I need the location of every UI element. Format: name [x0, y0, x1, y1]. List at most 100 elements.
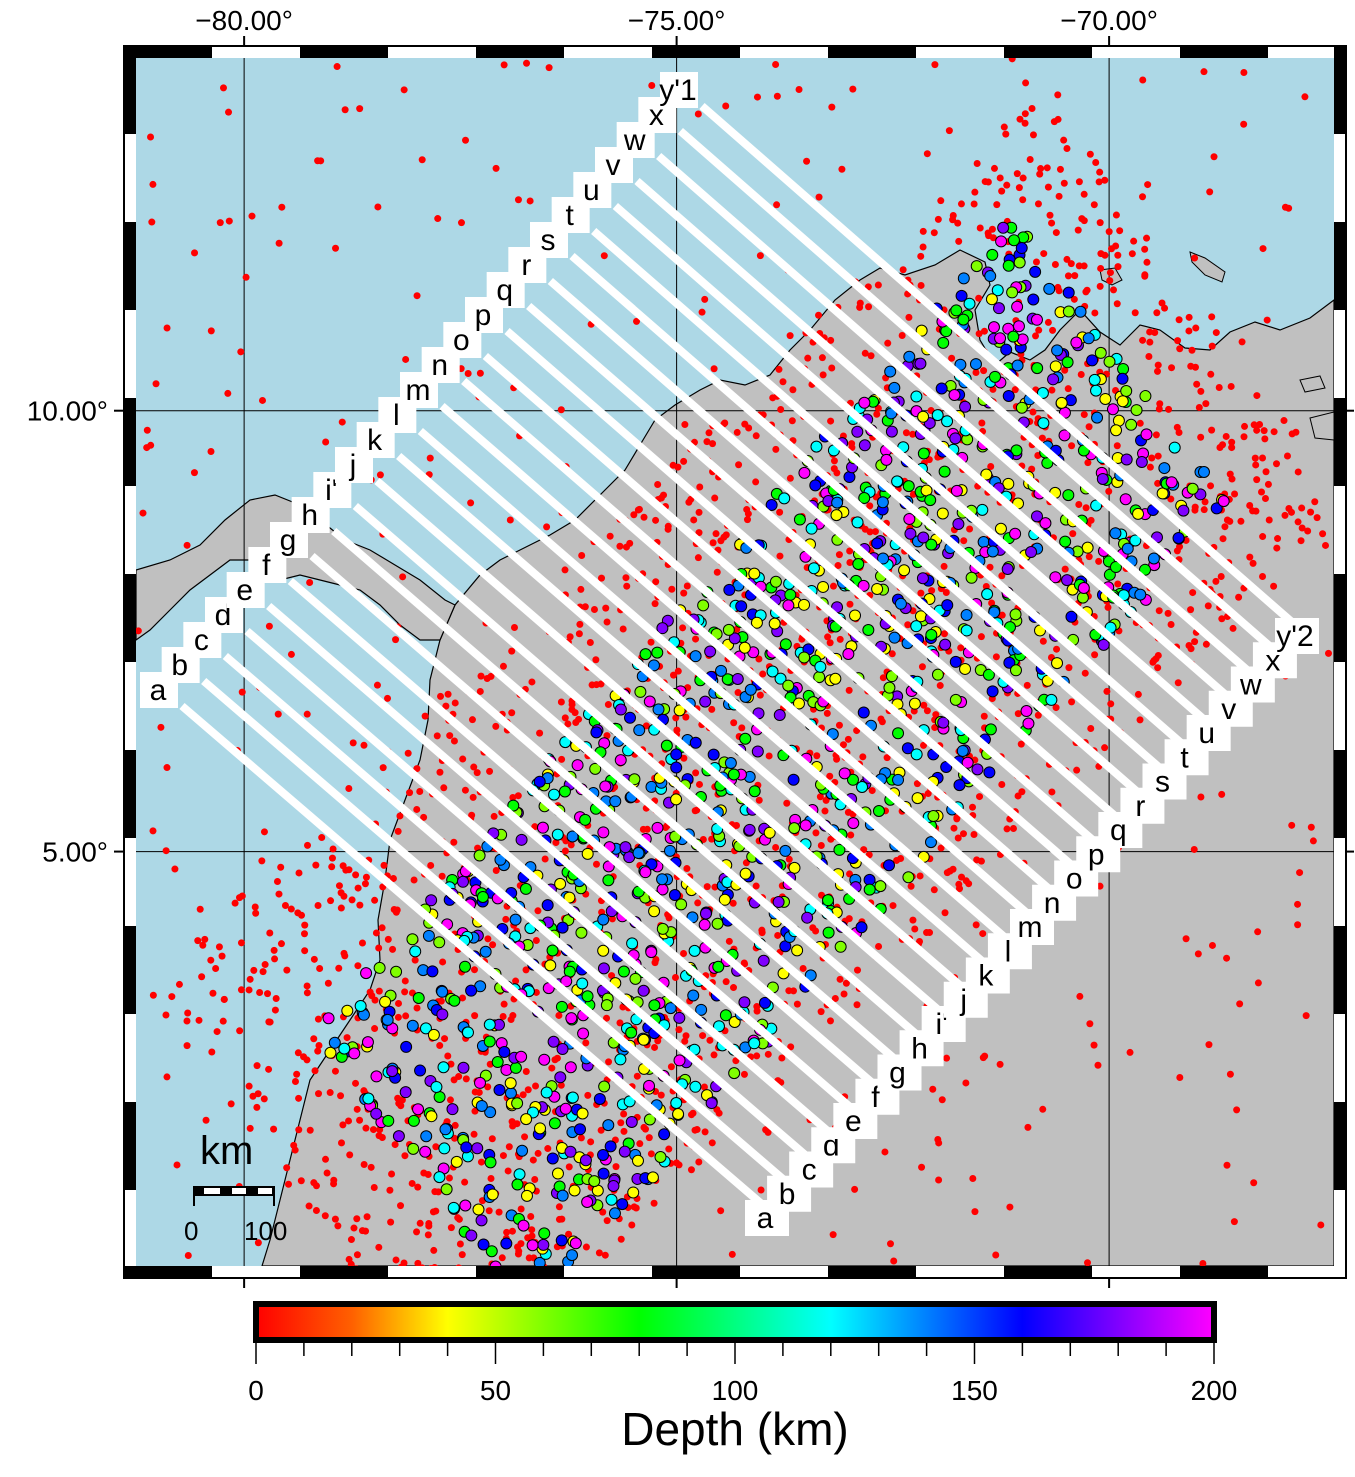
event-deep [724, 757, 737, 770]
event-deep [883, 681, 896, 694]
event-shallow [1218, 615, 1226, 623]
event-shallow [1280, 417, 1288, 425]
event-deep [425, 1110, 438, 1123]
event-deep [574, 1123, 587, 1136]
event-deep [959, 662, 972, 675]
event-shallow [1191, 638, 1199, 646]
event-shallow [503, 1228, 511, 1236]
event-shallow [1246, 553, 1254, 561]
event-deep [475, 1099, 488, 1112]
frame-block-bottom [828, 1266, 916, 1278]
event-deep [602, 874, 615, 887]
event-shallow [1056, 165, 1064, 173]
event-shallow [418, 156, 426, 164]
event-deep [599, 780, 612, 793]
event-shallow [871, 528, 879, 536]
event-deep [433, 1090, 446, 1103]
event-shallow [776, 508, 784, 516]
event-deep [778, 492, 791, 505]
event-deep [438, 1142, 451, 1155]
event-shallow [1032, 332, 1040, 340]
event-deep [450, 1155, 463, 1168]
event-shallow [1080, 411, 1088, 419]
event-shallow [371, 1025, 379, 1033]
event-shallow [840, 990, 848, 998]
event-shallow [444, 1052, 452, 1060]
event-shallow [972, 369, 980, 377]
event-shallow [264, 990, 272, 998]
event-deep [554, 877, 567, 890]
event-shallow [374, 203, 382, 211]
event-shallow [680, 457, 688, 465]
event-deep [341, 1004, 354, 1017]
event-deep [1001, 563, 1014, 576]
event-shallow [209, 989, 217, 997]
event-shallow [1185, 642, 1193, 650]
colorbar-tick-label: 50 [480, 1375, 511, 1406]
event-shallow [455, 1264, 462, 1266]
event-shallow [949, 865, 957, 873]
event-shallow [633, 1072, 641, 1080]
scale-unit: km [200, 1129, 253, 1173]
event-shallow [980, 712, 988, 720]
event-shallow [148, 218, 156, 226]
event-shallow [265, 622, 273, 630]
event-deep [576, 1107, 589, 1120]
event-shallow [449, 1347, 456, 1354]
event-deep [328, 1036, 341, 1049]
event-shallow [446, 732, 454, 740]
event-shallow [817, 842, 825, 850]
event-shallow [1206, 188, 1214, 196]
event-shallow [483, 675, 491, 683]
event-deep [695, 1003, 708, 1016]
event-shallow [844, 735, 852, 743]
event-shallow [772, 61, 780, 69]
event-deep [719, 1009, 732, 1022]
event-deep [639, 648, 652, 661]
event-shallow [943, 1054, 951, 1062]
event-deep [769, 575, 782, 588]
event-deep [664, 1002, 677, 1015]
event-shallow [973, 159, 981, 167]
event-shallow [1008, 58, 1016, 63]
event-deep [817, 580, 830, 593]
event-deep [739, 867, 752, 880]
event-deep [810, 440, 823, 453]
event-deep [597, 962, 610, 975]
event-shallow [1110, 286, 1118, 294]
event-shallow [1226, 1070, 1234, 1078]
event-shallow [499, 1013, 507, 1021]
event-deep [436, 1008, 449, 1021]
event-deep [805, 522, 818, 535]
event-shallow [1114, 580, 1122, 588]
event-deep [712, 960, 725, 973]
event-shallow [1238, 338, 1246, 346]
event-shallow [1240, 120, 1248, 128]
event-shallow [202, 1116, 210, 1124]
event-shallow [564, 720, 572, 728]
event-shallow [694, 554, 702, 562]
event-deep [675, 898, 688, 911]
event-shallow [1011, 386, 1019, 394]
event-shallow [314, 1047, 322, 1055]
event-shallow [977, 857, 985, 865]
event-shallow [245, 986, 253, 994]
event-deep [991, 284, 1004, 297]
event-deep [338, 1042, 351, 1055]
event-shallow [414, 1259, 422, 1266]
event-shallow [340, 892, 348, 900]
event-shallow [434, 215, 442, 223]
event-shallow [295, 1094, 303, 1102]
event-deep [791, 944, 804, 957]
event-shallow [617, 1235, 625, 1243]
event-deep [564, 1145, 577, 1158]
event-deep [871, 582, 884, 595]
event-shallow [258, 857, 266, 865]
event-shallow [353, 1105, 361, 1113]
event-shallow [388, 1170, 396, 1178]
event-shallow [545, 64, 553, 72]
event-shallow [338, 418, 346, 426]
event-shallow [623, 582, 631, 590]
event-deep [555, 1280, 566, 1291]
profile-line [201, 677, 796, 1191]
